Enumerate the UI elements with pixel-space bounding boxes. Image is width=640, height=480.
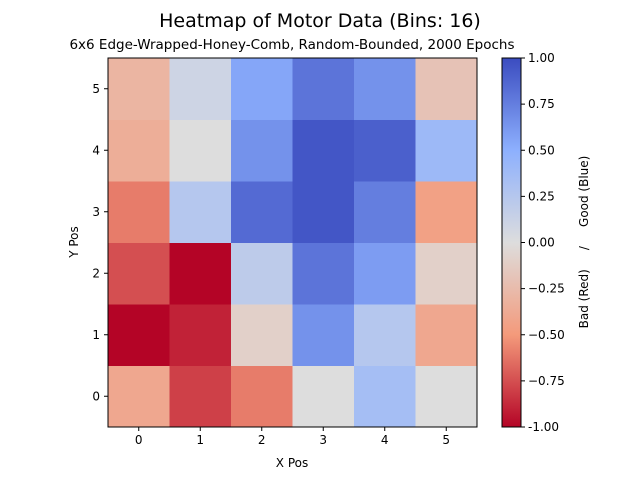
colorbar-ticks: -1.00 −0.75 −0.50 −0.25 0.00 0.25 0.50 0.75 1.00: [521, 51, 565, 434]
heatmap-cell-x5-y5: [415, 58, 478, 120]
heatmap-cell-x0-y4: [108, 119, 170, 182]
x-tick-label: 4: [381, 433, 389, 447]
heatmap-cell-x4-y4: [354, 119, 416, 182]
heatmap-cell-x5-y3: [415, 181, 478, 243]
heatmap-cell-x1-y1: [169, 304, 232, 366]
heatmap-cell-x2-y2: [231, 242, 293, 305]
heatmap-cell-x3-y4: [292, 119, 355, 182]
heatmap-cell-x1-y0: [169, 365, 232, 428]
y-tick-label: 4: [92, 143, 100, 157]
x-tick-label: 3: [319, 433, 327, 447]
plot-frame: [107, 57, 478, 428]
heatmap-cell-x3-y5: [292, 58, 355, 120]
colorbar-tick-label: −0.50: [528, 328, 565, 342]
heatmap-cell-x5-y1: [415, 304, 478, 366]
y-axis-label: Y Pos: [67, 226, 81, 259]
x-axis-ticks: 0 1 2 3 4 5: [135, 427, 450, 447]
x-tick-label: 0: [135, 433, 143, 447]
colorbar-tick-label: -1.00: [528, 420, 559, 434]
heatmap-cell-x4-y0: [354, 365, 416, 428]
heatmap-cell-x1-y3: [169, 181, 232, 243]
heatmap-cell-x2-y5: [231, 58, 293, 120]
colorbar-tick-label: −0.75: [528, 374, 565, 388]
heatmap-cell-x2-y1: [231, 304, 293, 366]
colorbar-tick-label: −0.25: [528, 282, 565, 296]
heatmap-cell-x2-y0: [231, 365, 293, 428]
chart-subtitle: 6x6 Edge-Wrapped-Honey-Comb, Random-Boun…: [69, 37, 514, 53]
heatmap-cell-x4-y3: [354, 181, 416, 243]
y-tick-label: 1: [92, 328, 100, 342]
heatmap-cell-x3-y2: [292, 242, 355, 305]
colorbar-tick-label: 0.50: [528, 143, 555, 157]
heatmap-cell-x1-y5: [169, 58, 232, 120]
colorbar-tick-label: 0.75: [528, 97, 555, 111]
y-tick-label: 3: [92, 205, 100, 219]
heatmap-cell-x0-y2: [108, 242, 170, 305]
x-axis-label: X Pos: [276, 456, 308, 470]
heatmap-cell-x0-y1: [108, 304, 170, 366]
heatmap-cells: [108, 58, 478, 428]
colorbar-tick-label: 0.00: [528, 236, 555, 250]
heatmap-cell-x3-y0: [292, 365, 355, 428]
heatmap-cell-x2-y4: [231, 119, 293, 182]
chart-title: Heatmap of Motor Data (Bins: 16): [159, 10, 481, 32]
colorbar: [501, 57, 522, 428]
heatmap-cell-x4-y2: [354, 242, 416, 305]
heatmap-cell-x3-y1: [292, 304, 355, 366]
heatmap-cell-x5-y0: [415, 365, 478, 428]
y-axis-ticks: 0 1 2 3 4 5: [92, 82, 108, 403]
colorbar-tick-label: 1.00: [528, 51, 555, 65]
heatmap-cell-x3-y3: [292, 181, 355, 243]
x-tick-label: 2: [258, 433, 266, 447]
heatmap-cell-x1-y2: [169, 242, 232, 305]
heatmap-cell-x0-y3: [108, 181, 170, 243]
heatmap-cell-x2-y3: [231, 181, 293, 243]
colorbar-label: Bad (Red) / Good (Blue): [577, 156, 591, 329]
heatmap-cell-x5-y4: [415, 119, 478, 182]
x-tick-label: 5: [442, 433, 450, 447]
heatmap-cell-x5-y2: [415, 242, 478, 305]
heatmap-cell-x1-y4: [169, 119, 232, 182]
heatmap-cell-x4-y5: [354, 58, 416, 120]
heatmap-cell-x0-y0: [108, 365, 170, 428]
y-tick-label: 5: [92, 82, 100, 96]
x-tick-label: 1: [196, 433, 204, 447]
y-tick-label: 2: [92, 266, 100, 280]
colorbar-tick-label: 0.25: [528, 189, 555, 203]
heatmap-cell-x0-y5: [108, 58, 170, 120]
y-tick-label: 0: [92, 389, 100, 403]
heatmap-cell-x4-y1: [354, 304, 416, 366]
